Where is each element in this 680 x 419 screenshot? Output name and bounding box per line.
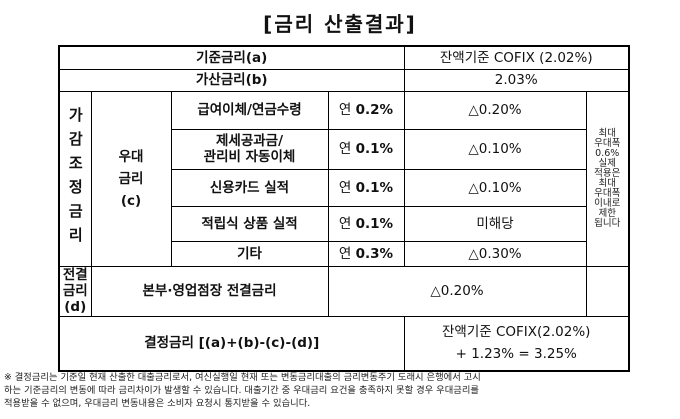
note-line: 제한 — [598, 207, 616, 219]
item-name: 적립식 상품 실적 — [170, 205, 329, 242]
label-line: (d) — [64, 299, 87, 315]
name-line: 신용카드 실적 — [209, 179, 290, 196]
rate-unit: 연 — [338, 102, 352, 118]
rate-unit: 연 — [338, 215, 352, 232]
item-name: 제세공과금/관리비 자동이체 — [170, 128, 329, 170]
spread-value: 2.03% — [403, 68, 630, 92]
name-line: 적립식 상품 실적 — [201, 215, 298, 232]
name-line: 기타 — [237, 245, 262, 262]
note-line: 최대 — [598, 127, 616, 139]
spread-label: 가산금리(b) — [58, 68, 405, 92]
rate-unit: 연 — [338, 179, 352, 196]
label-line: (c) — [120, 192, 142, 209]
vertical-text: 가감조정금리 — [66, 106, 85, 251]
item-value: △0.10% — [403, 128, 587, 170]
item-rate: 연 0.2% — [327, 90, 405, 130]
rate-value: 0.1% — [355, 215, 394, 232]
discretionary-value: △0.20% — [327, 265, 587, 317]
rate-value: 0.1% — [355, 141, 394, 157]
footnote-line: 하는 기준금리의 변동에 따라 금리차이가 발생할 수 있습니다. 대출기간 중… — [4, 385, 479, 396]
note-line: 실제 — [598, 157, 616, 169]
note-line: 적용은 — [594, 167, 621, 179]
item-value: △0.10% — [403, 168, 587, 207]
adjust-label: 가감조정금리 — [58, 90, 92, 267]
note: 최대 우대폭 0.6% 실제 적용은 최대 우대폭 이내로 제한 됩니다 — [585, 90, 630, 267]
note-line: 우대폭 — [594, 137, 621, 149]
rate-table: 기준금리(a) 잔액기준 COFIX (2.02%) 가산금리(b) 2.03% 가… — [58, 45, 630, 372]
item-name: 급여이체/연금수령 — [170, 90, 329, 130]
footnote-line: 적용받을 수 없으며, 우대금리 변동내용은 소비자 요청시 통지받을 수 있습… — [4, 398, 311, 409]
item-value: △0.20% — [403, 90, 587, 130]
item-rate: 연 0.1% — [327, 168, 405, 207]
name-line: 제세공과금/ — [215, 133, 284, 149]
discretionary-name: 본부·영업점장 전결금리 — [90, 265, 329, 317]
note-line: 최대 — [598, 177, 616, 189]
label-line: 전결금리 — [62, 267, 88, 299]
discretionary-label: 전결금리 (d) — [58, 265, 92, 317]
base-value: 잔액기준 COFIX (2.02%) — [403, 45, 630, 70]
item-name: 신용카드 실적 — [170, 168, 329, 207]
name-line: 관리비 자동이체 — [203, 149, 296, 165]
item-name: 기타 — [170, 240, 329, 267]
item-rate: 연 0.3% — [327, 240, 405, 267]
final-line: + 1.23% = 3.25% — [455, 346, 577, 363]
footnote: ※ 결정금리는 기준일 현재 산출한 대출금리로서, 여신실행일 현재 또는 변… — [4, 371, 481, 410]
rate-value: 0.3% — [355, 245, 394, 262]
rate-unit: 연 — [338, 245, 352, 262]
note-line: 이내로 — [594, 197, 621, 209]
name-line: 급여이체/연금수령 — [197, 102, 302, 118]
final-value: 잔액기준 COFIX(2.02%) + 1.23% = 3.25% — [403, 315, 630, 372]
item-rate: 연 0.1% — [327, 128, 405, 170]
rate-unit: 연 — [338, 141, 352, 157]
rate-value: 0.2% — [355, 102, 394, 118]
rate-value: 0.1% — [355, 179, 394, 196]
note-line: 됩니다 — [594, 217, 621, 229]
footnote-line: ※ 결정금리는 기준일 현재 산출한 대출금리로서, 여신실행일 현재 또는 변… — [4, 372, 481, 383]
final-line: 잔액기준 COFIX(2.02%) — [442, 324, 591, 341]
label-line: 우대 — [118, 148, 144, 165]
item-value: 미해당 — [403, 205, 587, 242]
item-rate: 연 0.1% — [327, 205, 405, 242]
note-line: 0.6% — [595, 147, 620, 159]
item-value: △0.30% — [403, 240, 587, 267]
note-line: 우대폭 — [594, 187, 621, 199]
base-label: 기준금리(a) — [58, 45, 405, 70]
final-label: 결정금리 [(a)+(b)-(c)-(d)] — [58, 315, 405, 372]
label-line: 금리 — [118, 170, 144, 187]
title: [금리 산출결과] — [263, 12, 417, 36]
